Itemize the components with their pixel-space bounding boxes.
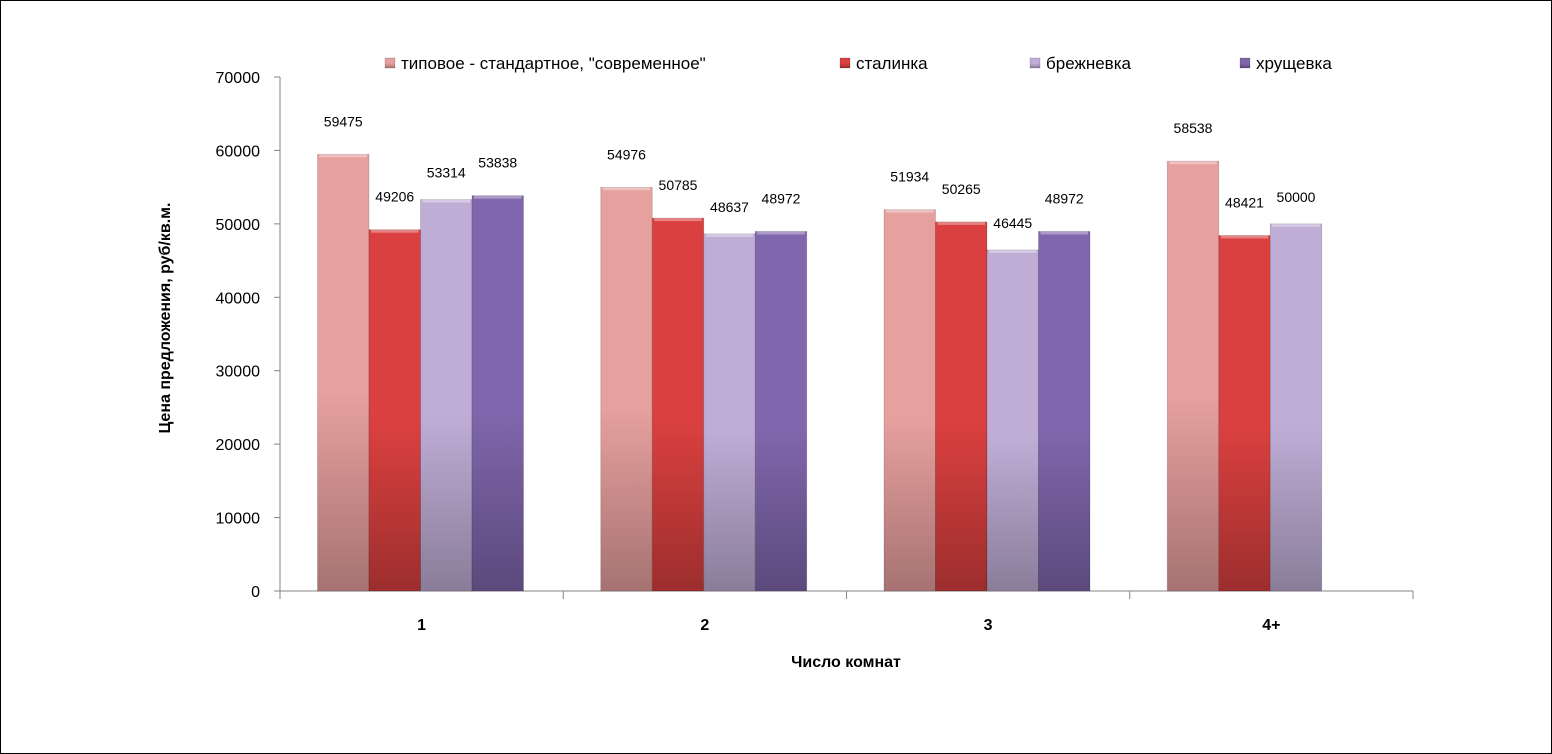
x-tick-label: 3	[984, 617, 993, 634]
bar-highlight	[1272, 223, 1320, 227]
legend-swatch	[1029, 57, 1041, 69]
data-label: 58538	[1174, 120, 1213, 136]
bar	[471, 195, 524, 592]
legend-label: сталинка	[856, 54, 928, 73]
data-label: 46445	[993, 215, 1032, 231]
bar-highlight	[371, 229, 419, 233]
bar	[986, 249, 1039, 592]
bar	[1038, 231, 1091, 592]
legend-swatch	[839, 57, 851, 69]
data-label: 53838	[478, 155, 517, 171]
bar	[317, 153, 370, 592]
data-label: 50000	[1277, 189, 1316, 205]
data-label: 50785	[659, 177, 698, 193]
bar-highlight	[474, 195, 522, 199]
data-label: 48637	[710, 199, 749, 215]
y-tick-label: 20000	[216, 437, 261, 454]
bar	[420, 199, 473, 592]
data-label: 53314	[427, 165, 466, 181]
bar	[1269, 223, 1323, 592]
bar	[651, 217, 705, 592]
y-tick-label: 50000	[216, 217, 261, 234]
bar-highlight	[1040, 231, 1088, 235]
bar-highlight	[1220, 235, 1269, 239]
legend-label: типовое - стандартное, "современное"	[401, 54, 706, 73]
x-tick-label: 2	[700, 617, 709, 634]
x-tick-label: 4+	[1262, 617, 1280, 634]
legend-swatch	[384, 57, 396, 69]
bar	[368, 229, 421, 592]
bar-highlight	[886, 209, 934, 213]
bar-highlight	[989, 249, 1037, 253]
bar-highlight	[705, 233, 754, 237]
y-tick-label: 30000	[216, 364, 261, 381]
bar	[883, 209, 936, 592]
bar-highlight	[654, 218, 702, 222]
y-tick-label: 70000	[216, 70, 261, 87]
bars	[317, 153, 1323, 592]
y-tick-label: 0	[251, 584, 260, 601]
data-label: 51934	[890, 169, 929, 185]
legend-label: хрущевка	[1256, 54, 1332, 73]
y-tick-label: 10000	[216, 511, 261, 528]
bar	[600, 186, 653, 592]
bar-highlight	[1169, 161, 1217, 165]
data-labels: 59475 49206 53314 53838 54976 50785 48637 48972…	[324, 113, 1316, 231]
bar-highlight	[319, 154, 367, 158]
data-label: 48421	[1225, 194, 1264, 210]
x-axis-title: Число комнат	[791, 654, 901, 671]
data-label: 54976	[607, 146, 646, 162]
data-label: 48972	[1045, 190, 1084, 206]
bar	[935, 221, 988, 592]
legend: типовое - стандартное, "современное" стал…	[384, 54, 1332, 73]
x-axis: 1 2 3 4+	[279, 590, 1414, 634]
bar	[703, 233, 756, 592]
bar-highlight	[602, 187, 651, 191]
data-label: 59475	[324, 113, 363, 129]
legend-swatch	[1239, 57, 1251, 69]
y-tick-label: 40000	[216, 290, 261, 307]
bar	[1166, 160, 1220, 592]
bar-highlight	[757, 231, 805, 235]
y-axis-title: Цена предложения, руб/кв.м.	[157, 203, 174, 434]
y-axis: 0 10000 20000 30000 40000 50000 60000 70000	[216, 70, 281, 601]
bar-highlight	[422, 199, 470, 203]
data-label: 48972	[762, 190, 801, 206]
bar-highlight	[937, 221, 985, 225]
bar	[1218, 235, 1271, 592]
data-label: 49206	[375, 189, 414, 205]
data-label: 50265	[942, 181, 981, 197]
x-tick-label: 1	[417, 617, 426, 634]
bar	[754, 231, 808, 592]
legend-label: брежневка	[1046, 54, 1132, 73]
y-tick-label: 60000	[216, 143, 261, 160]
